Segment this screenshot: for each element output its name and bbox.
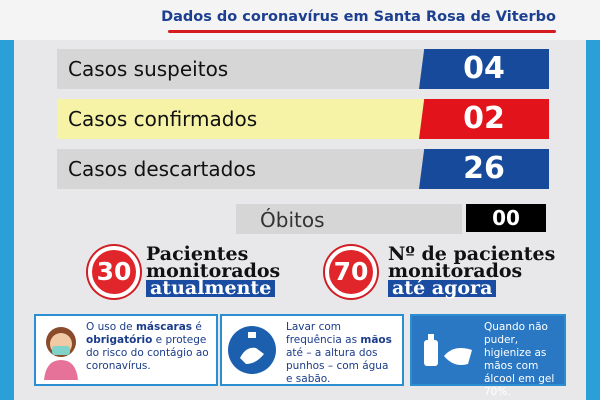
border — [586, 0, 600, 400]
title: Dados do coronavírus em Santa Rosa de Vi… — [161, 9, 556, 25]
icon — [44, 327, 78, 380]
text: Nº de pacientes — [388, 243, 556, 265]
text: monitorados — [146, 260, 281, 282]
row-value: 00 — [466, 204, 546, 232]
highlight: até agora — [388, 279, 497, 298]
text: e protege do risco do contágio ao corona… — [86, 334, 209, 372]
row: Óbitos — [236, 204, 462, 234]
strong-text: mãos — [360, 334, 392, 346]
row: Casos suspeitos 04 — [57, 49, 549, 89]
border — [0, 0, 14, 400]
tip: Lavar com frequência as mãos até – a alt… — [220, 314, 404, 386]
row: Casos confirmados 02 — [57, 99, 549, 139]
strong-text: máscaras — [135, 321, 193, 333]
strong-text: obrigatório — [86, 334, 153, 346]
row-value: 02 — [419, 99, 549, 139]
text: Lavar com frequência as — [286, 321, 361, 346]
tip-text: Lavar com frequência as mãos até – a alt… — [286, 321, 398, 386]
underline — [168, 30, 556, 33]
row-label: Casos suspeitos — [68, 57, 229, 81]
row-label: Casos confirmados — [68, 107, 258, 131]
row-value: 04 — [419, 49, 549, 89]
text: monitorados — [388, 260, 523, 282]
row-label: Óbitos — [260, 208, 325, 232]
text: até – a altura dos punhos – com água e s… — [286, 347, 389, 385]
text: é — [192, 321, 202, 333]
icon — [424, 334, 472, 366]
count-circle: 70 — [325, 246, 377, 298]
count-circle: 30 — [88, 246, 140, 298]
count-text: Nº de pacientes monitorados até agora — [388, 243, 556, 298]
icon — [228, 326, 276, 374]
text: Pacientes — [146, 243, 249, 265]
tip: O uso de máscaras é obrigatório e proteg… — [34, 314, 218, 386]
count-text: Pacientes monitorados atualmente — [146, 243, 281, 298]
text: O uso de — [86, 321, 136, 333]
tip: Quando não puder, higienize as mãos com … — [410, 314, 566, 398]
tip-text: O uso de máscaras é obrigatório e proteg… — [86, 321, 214, 373]
row: Casos descartados 26 — [57, 149, 549, 189]
tip-text: Quando não puder, higienize as mãos com … — [484, 321, 562, 399]
text: Quando não puder, higienize as mãos com … — [484, 321, 555, 398]
header: Dados do coronavírus em Santa Rosa de Vi… — [0, 0, 600, 40]
row-label: Casos descartados — [68, 157, 256, 181]
highlight: atualmente — [146, 279, 276, 298]
row-value: 26 — [419, 149, 549, 189]
